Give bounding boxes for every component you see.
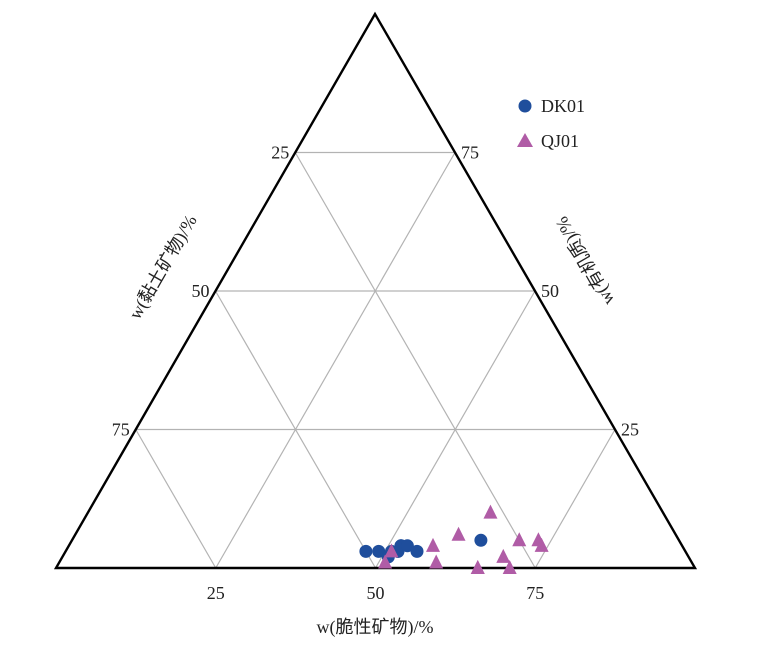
dk01-point-2 bbox=[372, 544, 386, 558]
legend-label-qj01: QJ01 bbox=[541, 131, 579, 151]
dk01-point-11 bbox=[474, 533, 488, 547]
tick-label-left-50: 50 bbox=[192, 281, 210, 301]
triangle-outline bbox=[53, 11, 698, 570]
tick-label-bottom-75: 75 bbox=[526, 583, 544, 603]
qj01-point-9 bbox=[496, 548, 511, 563]
tick-labels: 25 50 75 25 50 75 75 50 25 bbox=[112, 143, 639, 604]
axis-title-right: w(有机质)/% bbox=[551, 213, 619, 309]
qj01-point-10 bbox=[512, 532, 527, 547]
grid-line-right-25 bbox=[534, 429, 616, 569]
tick-label-right-50: 50 bbox=[541, 281, 559, 301]
axis-title-left: w(黏土矿物)/% bbox=[125, 211, 202, 323]
triangle-frame bbox=[53, 11, 698, 570]
qj01-point-2 bbox=[384, 543, 399, 558]
qj01-point-11 bbox=[502, 560, 517, 574]
grid-layer bbox=[135, 151, 616, 569]
qj01-point-5 bbox=[451, 526, 466, 541]
legend: DK01 QJ01 bbox=[517, 96, 585, 151]
legend-marker-dk01 bbox=[518, 99, 532, 113]
dk01-point-9 bbox=[400, 539, 414, 553]
tick-label-right-75: 75 bbox=[461, 143, 479, 163]
dk01-point-1 bbox=[359, 544, 373, 558]
grid-line-left-75 bbox=[294, 152, 536, 569]
qj01-point-4 bbox=[429, 554, 444, 569]
qj01-point-6 bbox=[483, 504, 498, 519]
axis-titles: w(脆性矿物)/% w(黏土矿物)/% w(有机质)/% bbox=[125, 211, 619, 638]
grid-line-left-25 bbox=[135, 429, 217, 569]
qj01-point-3 bbox=[425, 537, 440, 552]
qj01-point-1 bbox=[378, 554, 393, 569]
tick-label-bottom-50: 50 bbox=[367, 583, 385, 603]
qj01-point-8 bbox=[470, 560, 485, 574]
tick-label-right-25: 25 bbox=[621, 420, 639, 440]
tick-label-left-25: 25 bbox=[271, 143, 289, 163]
qj01-point-13 bbox=[534, 537, 549, 552]
axis-title-bottom: w(脆性矿物)/% bbox=[317, 617, 434, 638]
tick-label-bottom-25: 25 bbox=[207, 583, 225, 603]
legend-marker-qj01 bbox=[517, 133, 533, 147]
grid-line-right-75 bbox=[215, 152, 456, 569]
legend-label-dk01: DK01 bbox=[541, 96, 585, 116]
tick-label-left-75: 75 bbox=[112, 420, 130, 440]
dk01-point-10 bbox=[410, 544, 424, 558]
data-points bbox=[359, 504, 549, 574]
